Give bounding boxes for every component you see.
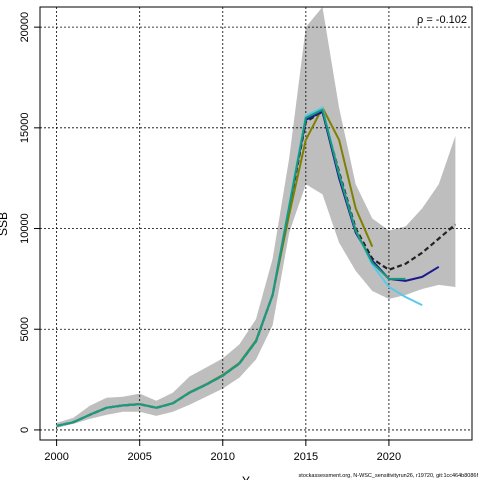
y-tick-label: 10000 [19,213,31,244]
x-axis-title: Y [242,474,250,480]
x-tick-label: 2010 [211,451,235,463]
confidence-band-layer [56,7,456,428]
credit-text: stockassessment.org, N-WSC_sensitivityru… [299,473,479,479]
series-line-5 [56,108,406,427]
rho-annotation: ρ = -0.102 [417,14,467,26]
y-tick-label: 0 [19,427,31,433]
x-tick-label: 2000 [44,451,68,463]
axis-layer: 2000 2005 2010 2015 2020 0 5000 10000 15000 20000 [19,12,401,463]
series-layer [56,106,457,427]
y-tick-label: 15000 [19,113,31,144]
y-axis-title: SSB [0,212,10,236]
y-tick-label: 20000 [19,12,31,43]
x-tick-label: 2020 [377,451,401,463]
x-tick-label: 2015 [294,451,318,463]
x-tick-label: 2005 [127,451,151,463]
y-tick-label: 5000 [19,317,31,341]
grid-layer [40,7,472,440]
plot-frame [39,6,473,441]
confidence-band [56,7,456,428]
